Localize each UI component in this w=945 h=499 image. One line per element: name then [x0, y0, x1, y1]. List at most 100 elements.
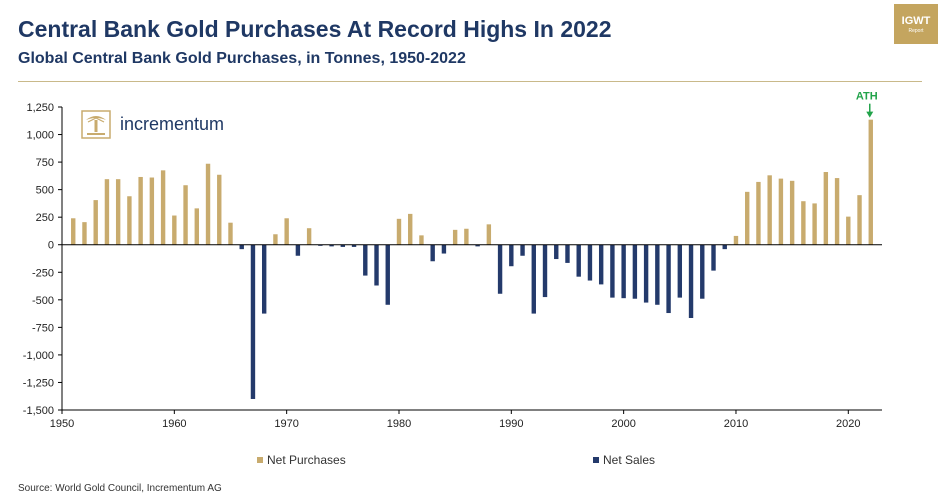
badge-subtitle: Report — [908, 28, 924, 34]
bar-net-purchase — [812, 203, 817, 245]
page-subtitle: Global Central Bank Gold Purchases, in T… — [18, 50, 466, 67]
bar-net-sale — [239, 244, 244, 250]
ath-arrow-icon — [866, 111, 874, 118]
bar-net-sale — [688, 244, 694, 318]
igwt-report-badge: IGWT Report — [894, 4, 938, 44]
bar-net-purchase — [127, 196, 132, 245]
bar-net-purchase — [138, 176, 143, 245]
bar-net-sale — [250, 244, 256, 399]
x-tick-label: 1990 — [499, 418, 523, 430]
y-tick-label: 500 — [36, 185, 54, 197]
source-note: Source: World Gold Council, Incrementum … — [18, 483, 222, 494]
bar-net-purchase — [408, 213, 413, 245]
x-tick-label: 2010 — [724, 418, 748, 430]
bar-net-sale — [598, 244, 604, 285]
bar-net-sale — [554, 244, 559, 260]
y-tick-label: -500 — [32, 295, 54, 307]
bar-net-sale — [441, 244, 447, 254]
bar-net-sale — [632, 244, 638, 299]
y-tick-label: 750 — [36, 157, 54, 169]
bar-net-purchase — [104, 179, 110, 245]
badge-title: IGWT — [901, 15, 931, 27]
bar-net-sale — [351, 244, 357, 247]
bar-net-sale — [385, 244, 390, 305]
incrementum-tree-logo — [81, 110, 111, 139]
bar-net-sale — [261, 244, 267, 314]
bar-net-purchase — [149, 177, 155, 245]
bar-net-sale — [497, 244, 503, 294]
bar-net-sale — [363, 244, 368, 276]
bar-net-sale — [677, 244, 683, 298]
bar-net-sale — [542, 244, 548, 298]
bar-net-purchase — [172, 215, 177, 245]
bar-net-sale — [374, 244, 379, 286]
bar-net-purchase — [419, 235, 424, 245]
bar-net-sale — [711, 244, 716, 271]
bar-net-purchase — [284, 218, 289, 245]
bar-net-purchase — [868, 119, 873, 245]
y-tick-label: 1,250 — [26, 102, 54, 114]
bar-net-sale — [576, 244, 581, 277]
ath-annotation-label: ATH — [856, 91, 878, 103]
bar-net-purchase — [767, 175, 772, 245]
page-title: Central Bank Gold Purchases At Record Hi… — [18, 16, 612, 42]
bar-net-purchase — [846, 216, 851, 245]
bar-net-sale — [565, 244, 570, 263]
legend-item-net-purchases: Net Purchases — [257, 453, 346, 467]
bar-net-sale — [329, 244, 334, 247]
bar-net-sale — [520, 244, 525, 256]
bar-net-sale — [531, 244, 536, 314]
legend-label-sales: Net Sales — [603, 453, 656, 467]
bar-net-purchase — [823, 172, 829, 245]
x-tick-label: 1980 — [387, 418, 411, 430]
legend-swatch-sales — [593, 457, 599, 463]
bar-net-purchase — [205, 163, 211, 245]
bar-net-sale — [621, 244, 626, 299]
y-tick-label: -750 — [32, 322, 54, 334]
y-tick-label: -1,250 — [23, 377, 54, 389]
legend-swatch-purchases — [257, 457, 263, 463]
bar-net-purchase — [834, 178, 840, 245]
bar-net-purchase — [217, 174, 222, 245]
x-tick-label: 1970 — [274, 418, 298, 430]
y-tick-label: -250 — [32, 267, 54, 279]
bar-net-purchase — [778, 178, 784, 245]
bar-net-purchase — [464, 228, 469, 245]
bar-net-purchase — [801, 201, 806, 245]
bar-net-purchase — [452, 229, 458, 245]
bar-net-purchase — [194, 208, 199, 245]
bar-net-purchase — [306, 228, 312, 245]
bar-net-purchase — [486, 224, 492, 245]
bar-net-sale — [666, 244, 671, 314]
bar-net-purchase — [183, 185, 188, 245]
brand-name: incrementum — [120, 114, 225, 134]
bar-net-sale — [587, 244, 593, 281]
bar-net-purchase — [93, 200, 98, 245]
bar-net-sale — [643, 244, 649, 303]
x-tick-label: 2000 — [611, 418, 635, 430]
bar-net-purchase — [71, 218, 76, 245]
y-tick-label: 250 — [36, 212, 54, 224]
legend-item-net-sales: Net Sales — [593, 453, 655, 467]
y-tick-label: 1,000 — [26, 130, 54, 142]
y-tick-label: -1,500 — [23, 405, 54, 417]
bar-net-sale — [722, 244, 727, 250]
bar-net-purchase — [160, 170, 166, 245]
x-tick-label: 1950 — [50, 418, 74, 430]
bar-net-purchase — [745, 191, 750, 245]
header-divider — [18, 81, 922, 82]
bar-net-purchase — [115, 179, 121, 245]
bar-net-sale — [318, 244, 323, 246]
bar-net-purchase — [789, 180, 795, 245]
bar-net-sale — [700, 244, 705, 299]
bar-net-sale — [430, 244, 435, 262]
bar-net-sale — [610, 244, 615, 298]
bar-net-purchase — [733, 235, 739, 245]
y-tick-label: 0 — [48, 240, 54, 252]
x-tick-label: 1960 — [162, 418, 186, 430]
bar-net-sale — [509, 244, 514, 267]
legend-label-purchases: Net Purchases — [267, 453, 346, 467]
bar-net-sale — [475, 244, 480, 247]
x-tick-label: 2020 — [836, 418, 860, 430]
